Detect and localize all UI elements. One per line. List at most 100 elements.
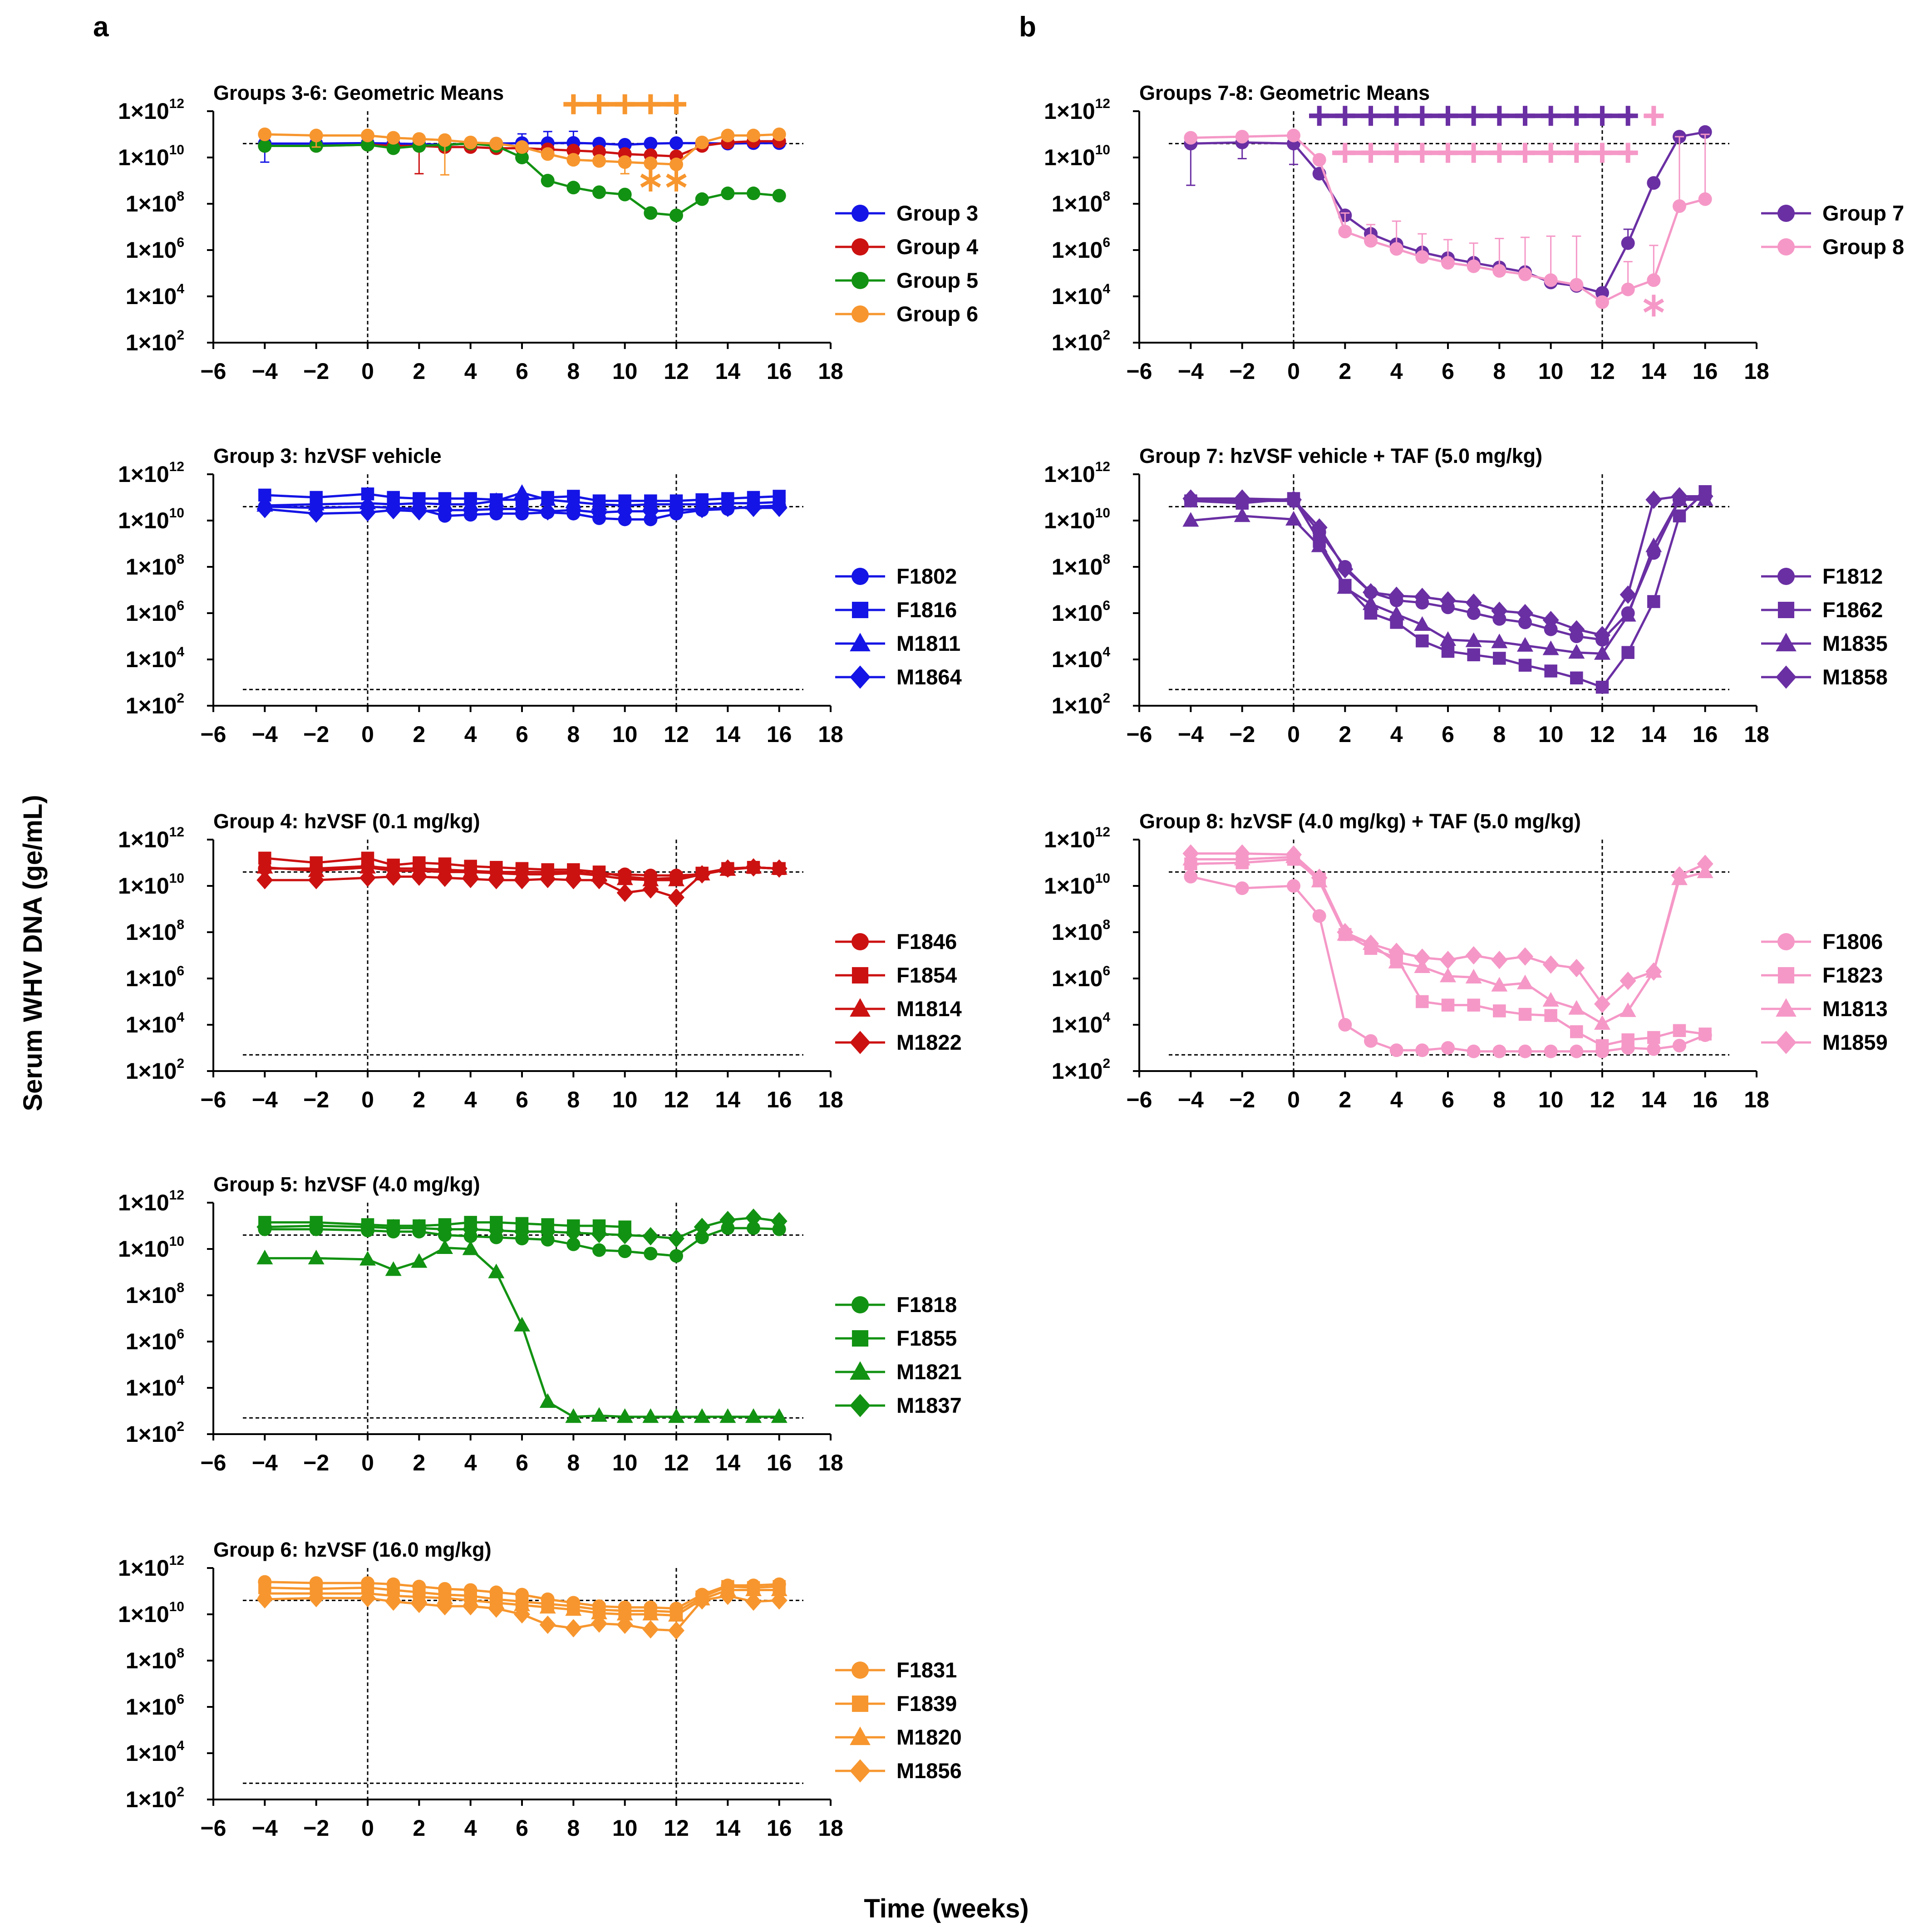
x-tick-label: 0 bbox=[361, 1087, 374, 1112]
data-point bbox=[1287, 879, 1300, 893]
legend-entry: M1835 bbox=[1761, 631, 1888, 655]
legend-entry: F1816 bbox=[835, 598, 957, 622]
data-point bbox=[616, 1408, 633, 1423]
legend-marker bbox=[852, 205, 869, 222]
data-point bbox=[411, 1594, 428, 1613]
y-tick-exponent: 4 bbox=[177, 644, 184, 659]
x-tick-label: 12 bbox=[664, 722, 689, 747]
legend-entry: F1823 bbox=[1761, 963, 1883, 987]
data-point bbox=[308, 504, 325, 523]
data-point bbox=[1388, 954, 1405, 968]
x-tick-label: 8 bbox=[567, 1450, 580, 1475]
y-tick-label: 1×106 bbox=[126, 235, 184, 263]
data-point bbox=[1467, 259, 1481, 273]
data-point bbox=[644, 206, 658, 220]
y-tick-exponent: 10 bbox=[1095, 506, 1110, 521]
legend-label: F1806 bbox=[1822, 929, 1883, 954]
data-point bbox=[1568, 1000, 1585, 1015]
legend-entry: M1813 bbox=[1761, 997, 1888, 1021]
y-tick-exponent: 6 bbox=[1103, 235, 1110, 250]
x-tick-label: 16 bbox=[767, 1087, 792, 1112]
legend-marker bbox=[850, 1726, 871, 1745]
data-point bbox=[541, 147, 555, 161]
annotation-plus bbox=[1332, 143, 1638, 163]
data-point bbox=[385, 867, 402, 886]
legend-entry: F1806 bbox=[1761, 929, 1883, 954]
data-point bbox=[1544, 1009, 1557, 1022]
y-tick-exponent: 12 bbox=[1095, 825, 1110, 840]
data-point bbox=[566, 181, 581, 195]
x-tick-label: 18 bbox=[1744, 722, 1769, 747]
data-point bbox=[488, 492, 505, 507]
data-point bbox=[1338, 1018, 1352, 1032]
y-tick-label: 1×102 bbox=[1052, 691, 1110, 718]
data-point bbox=[539, 1615, 556, 1634]
data-point bbox=[539, 1393, 556, 1408]
x-tick-label: 4 bbox=[464, 1450, 477, 1475]
data-point bbox=[745, 1208, 762, 1227]
data-point bbox=[1647, 176, 1661, 190]
legend-entry: M1859 bbox=[1761, 1030, 1888, 1054]
legend-marker bbox=[852, 933, 869, 950]
y-tick-label: 1×102 bbox=[126, 691, 184, 718]
x-tick-label: 10 bbox=[612, 359, 638, 384]
legend-marker bbox=[1777, 568, 1795, 585]
data-point bbox=[1620, 607, 1636, 622]
panels: Groups 3-6: Geometric Means1×10121×10101… bbox=[118, 81, 1904, 1841]
legend-entry: F1818 bbox=[835, 1293, 957, 1317]
y-tick-exponent: 8 bbox=[1103, 189, 1110, 204]
annotation-plus bbox=[1309, 106, 1638, 126]
data-point bbox=[1645, 490, 1662, 509]
legend-marker bbox=[1776, 665, 1797, 689]
legend-marker bbox=[852, 1662, 869, 1679]
data-point bbox=[1544, 622, 1558, 636]
data-point bbox=[1312, 909, 1326, 923]
x-tick-label: 14 bbox=[1641, 1087, 1667, 1112]
legend-entry: M1822 bbox=[835, 1030, 962, 1054]
data-point bbox=[565, 1408, 582, 1423]
data-point bbox=[437, 1239, 453, 1254]
y-tick-label: 1×102 bbox=[1052, 1056, 1110, 1084]
chart-g5: Group 5: hzVSF (4.0 mg/kg) 1×1012 1×1010 1×… bbox=[118, 1173, 962, 1475]
chart-g78: Groups 7-8: Geometric Means1×10121×10101… bbox=[1044, 81, 1904, 384]
data-point bbox=[1621, 1033, 1634, 1047]
x-tick-label: −4 bbox=[252, 1815, 278, 1841]
y-tick-exponent: 2 bbox=[177, 328, 184, 343]
data-point bbox=[694, 1408, 710, 1423]
data-point bbox=[541, 174, 555, 187]
legend-marker bbox=[1776, 1031, 1797, 1054]
legend-marker bbox=[852, 568, 869, 585]
legend-marker bbox=[850, 1031, 871, 1054]
data-point bbox=[745, 1581, 762, 1596]
data-point bbox=[462, 1240, 479, 1255]
data-point bbox=[747, 128, 760, 143]
y-tick-exponent: 12 bbox=[169, 1553, 184, 1568]
data-point bbox=[772, 128, 786, 141]
data-point bbox=[514, 871, 530, 890]
y-tick-label: 1×102 bbox=[126, 1056, 184, 1084]
data-point bbox=[1517, 974, 1533, 989]
data-point bbox=[618, 1244, 632, 1259]
x-tick-label: 12 bbox=[664, 1815, 689, 1841]
legend-marker bbox=[1777, 601, 1795, 619]
data-point bbox=[1311, 518, 1328, 537]
chart-g7: Group 7: hzVSF vehicle + TAF (5.0 mg/kg)… bbox=[1044, 444, 1888, 747]
y-tick-exponent: 8 bbox=[1103, 917, 1110, 932]
data-point bbox=[694, 865, 710, 884]
y-tick-exponent: 6 bbox=[177, 235, 184, 250]
data-point bbox=[565, 1619, 582, 1637]
data-point bbox=[668, 871, 684, 886]
legend-label: F1823 bbox=[1822, 963, 1883, 987]
x-tick-label: 12 bbox=[664, 1450, 689, 1475]
y-tick-label: 1×106 bbox=[126, 598, 184, 626]
data-point bbox=[1234, 844, 1250, 863]
y-tick-exponent: 6 bbox=[177, 598, 184, 613]
data-point bbox=[1492, 1044, 1506, 1058]
legend-entry: Group 8 bbox=[1761, 235, 1904, 259]
legend-marker bbox=[1777, 205, 1795, 222]
data-point bbox=[1645, 537, 1662, 552]
data-point bbox=[642, 1227, 659, 1246]
legend-label: M1859 bbox=[1822, 1030, 1888, 1054]
data-point bbox=[462, 870, 479, 888]
y-tick-label: 1×108 bbox=[126, 189, 184, 216]
